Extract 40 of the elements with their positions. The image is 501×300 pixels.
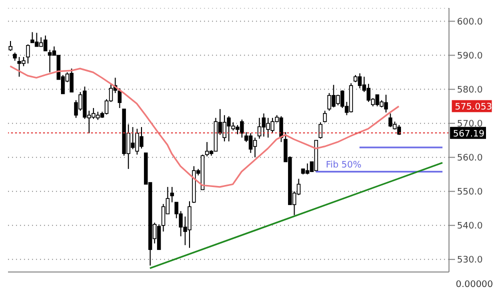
candlestick bbox=[266, 117, 270, 138]
candlestick bbox=[118, 88, 122, 109]
candlestick bbox=[30, 32, 34, 44]
y-tick-label: 540.0 bbox=[457, 222, 484, 232]
candlestick bbox=[170, 186, 174, 203]
annotation: 575.053 bbox=[454, 102, 492, 113]
candlestick bbox=[48, 49, 52, 73]
candlestick bbox=[322, 110, 327, 123]
candlestick bbox=[375, 94, 380, 107]
candlestick bbox=[26, 44, 30, 64]
candlestick bbox=[135, 128, 140, 156]
candlestick bbox=[8, 40, 12, 52]
y-tick-label: 550.0 bbox=[457, 188, 484, 198]
line-series bbox=[9, 65, 400, 188]
candlestick bbox=[327, 92, 332, 112]
text: 0.00000 bbox=[456, 280, 493, 290]
candlestick bbox=[226, 116, 231, 142]
y-tick-label: 600.0 bbox=[457, 17, 484, 28]
candlestick bbox=[262, 112, 266, 138]
candlestick bbox=[130, 126, 135, 150]
candlestick bbox=[332, 84, 336, 108]
series-label: Fib 50% bbox=[326, 160, 362, 171]
y-tick-label: 590.0 bbox=[457, 51, 484, 62]
y-tick-label: 570.0 bbox=[457, 120, 484, 130]
candlestick bbox=[257, 117, 262, 140]
y-tick-label: 580.0 bbox=[457, 86, 484, 96]
y-tick-label: 530.0 bbox=[457, 256, 484, 266]
y-tick-label: 560.0 bbox=[457, 154, 484, 164]
candlestick bbox=[388, 112, 392, 128]
candlestick bbox=[318, 122, 322, 140]
candlestick bbox=[188, 200, 192, 248]
candlestick bbox=[397, 124, 402, 136]
candlestick bbox=[248, 132, 253, 154]
candlestick bbox=[17, 56, 22, 78]
candlestick bbox=[70, 68, 74, 93]
candlestick bbox=[358, 72, 362, 89]
candlestick bbox=[340, 90, 344, 109]
candlestick bbox=[22, 56, 26, 67]
ref-line-label: 567.19 bbox=[453, 129, 485, 140]
candlestick bbox=[34, 32, 39, 47]
